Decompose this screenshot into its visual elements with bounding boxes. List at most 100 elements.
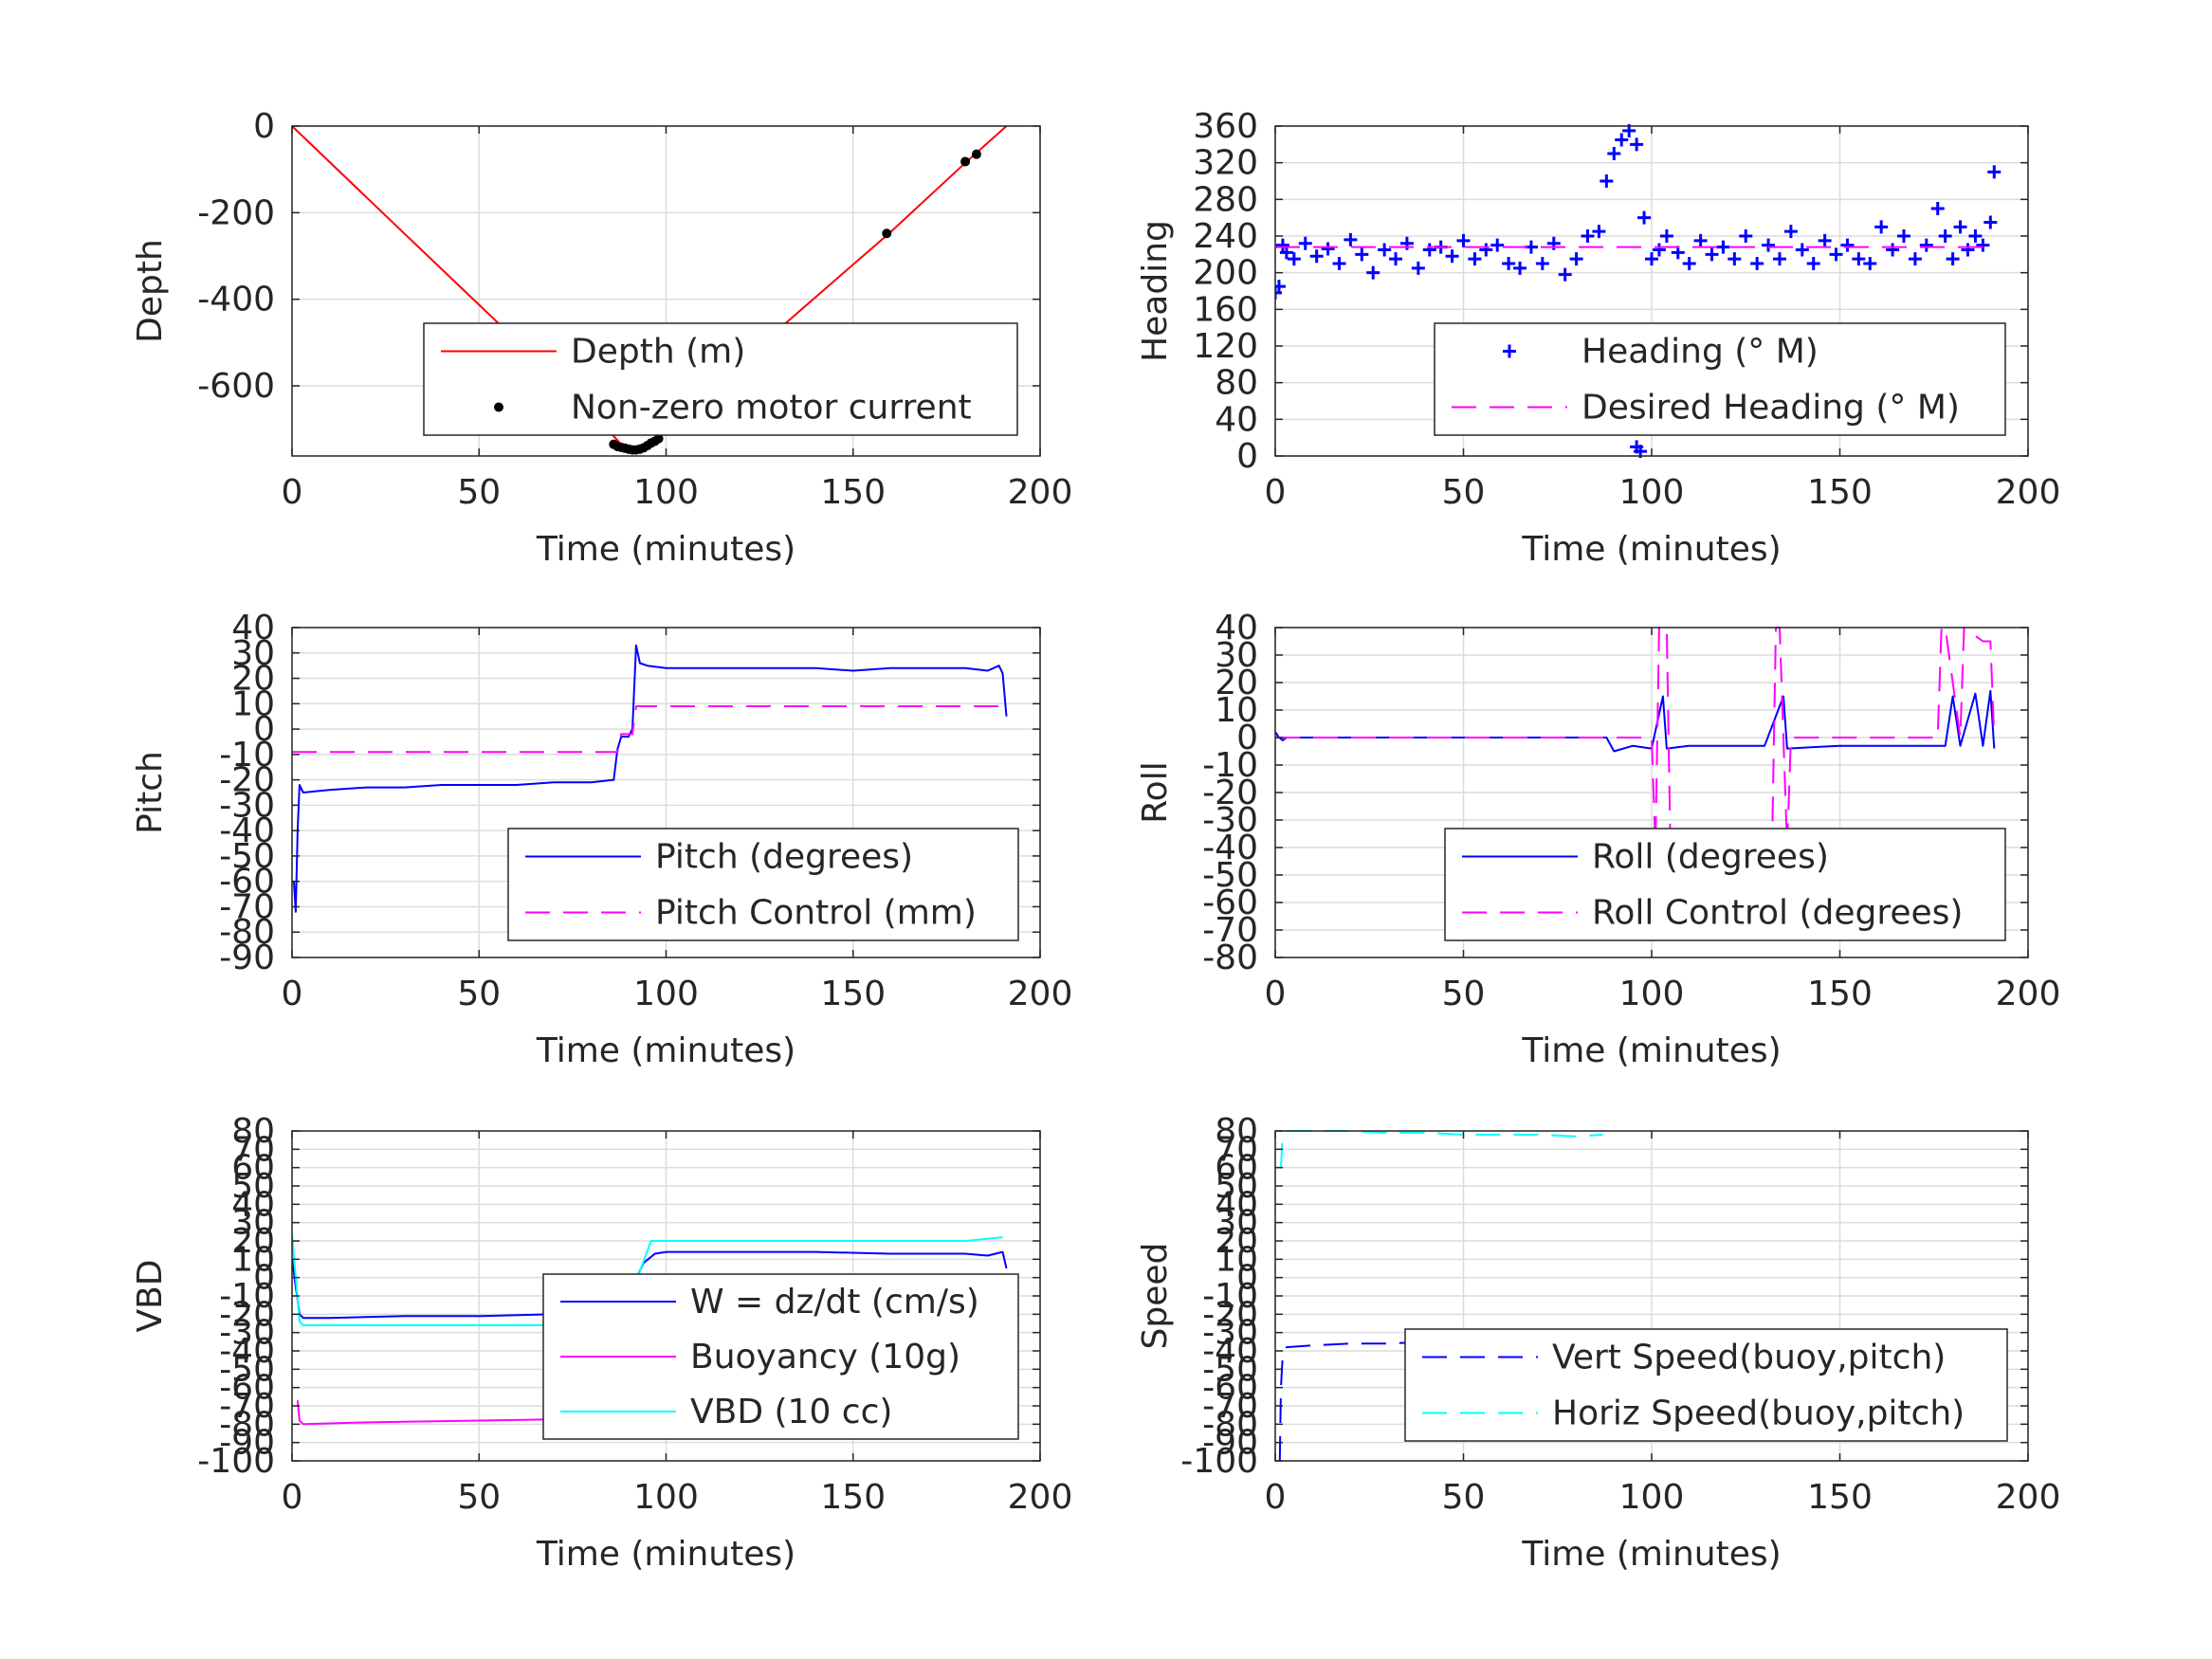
legend-label: Heading (° M) xyxy=(1581,333,1819,372)
data-point xyxy=(1953,220,1967,234)
legend-entry: Heading (° M) xyxy=(1503,333,1819,372)
legend: Roll (degrees) Roll Control (degrees) xyxy=(1444,828,2006,941)
legend-entry: Vert Speed(buoy,pitch) xyxy=(1422,1339,1946,1377)
legend-entry: Pitch (degrees) xyxy=(525,838,913,877)
legend-label: Depth (m) xyxy=(571,333,745,372)
x-tick-label: 0 xyxy=(282,1478,303,1517)
y-tick-label: 60 xyxy=(231,1149,275,1188)
x-axis-label: Time (minutes) xyxy=(536,1535,795,1574)
y-tick-label: -10 xyxy=(1202,1277,1258,1316)
data-point xyxy=(1513,261,1527,275)
x-axis-label: Time (minutes) xyxy=(1521,1031,1781,1070)
data-point xyxy=(1275,238,1289,252)
y-tick-label: 40 xyxy=(231,609,275,647)
x-tick-label: 0 xyxy=(1265,975,1287,1013)
y-tick-label: -10 xyxy=(219,736,275,775)
data-point xyxy=(1968,229,1983,243)
data-point xyxy=(1896,229,1910,243)
chart-roll: 0 50 100 150 200-80-70-60-50-40-30-20-100102… xyxy=(1136,609,2060,1070)
x-axis-label: Time (minutes) xyxy=(536,1031,795,1070)
x-tick-label: 150 xyxy=(820,1478,886,1517)
y-tick-label: -30 xyxy=(219,1314,275,1353)
y-axis-label: Roll xyxy=(1136,761,1175,823)
y-tick-label: -200 xyxy=(197,193,275,232)
chart-pitch: 0 50 100 150 200-90-80-70-60-50-40-30-20-100… xyxy=(131,609,1072,1070)
x-tick-label: 100 xyxy=(633,473,699,512)
y-tick-label: 10 xyxy=(231,1240,275,1279)
x-tick-label: 150 xyxy=(1807,473,1873,512)
y-tick-label: 0 xyxy=(253,1259,275,1298)
legend-swatch xyxy=(1503,344,1516,358)
data-point xyxy=(1938,229,1952,243)
y-tick-label: -50 xyxy=(1202,1350,1258,1389)
data-point xyxy=(1332,257,1346,270)
data-point xyxy=(1615,133,1629,147)
y-tick-label: 240 xyxy=(1193,217,1258,256)
x-tick-label: 150 xyxy=(820,473,886,512)
y-tick-label: -20 xyxy=(1202,774,1258,812)
x-tick-label: 200 xyxy=(1008,1478,1073,1517)
data-point xyxy=(1874,220,1889,234)
y-tick-label: -70 xyxy=(1202,1387,1258,1426)
y-tick-label: 30 xyxy=(231,1204,275,1243)
y-tick-label: 200 xyxy=(1193,254,1258,293)
x-tick-label: 0 xyxy=(282,473,303,512)
y-tick-label: 30 xyxy=(231,634,275,673)
y-tick-label: -80 xyxy=(219,913,275,952)
y-tick-label: 0 xyxy=(253,710,275,749)
data-point xyxy=(1600,174,1614,188)
y-tick-label: 20 xyxy=(231,660,275,699)
data-point xyxy=(1607,147,1621,160)
y-tick-label: -50 xyxy=(1202,856,1258,895)
y-tick-label: -100 xyxy=(1180,1442,1258,1481)
y-tick-label: -400 xyxy=(197,281,275,319)
y-tick-label: -100 xyxy=(197,1442,275,1481)
data-point xyxy=(1535,257,1549,270)
legend-box xyxy=(423,322,1018,436)
legend-entry: VBD (10 cc) xyxy=(560,1393,892,1431)
data-point xyxy=(1309,249,1324,264)
y-axis-label: VBD xyxy=(131,1259,170,1332)
legend-box xyxy=(1434,322,2006,436)
y-axis-label: Pitch xyxy=(131,751,170,834)
legend-label: VBD (10 cc) xyxy=(690,1393,892,1431)
legend: Depth (m) Non-zero motor current xyxy=(423,322,1018,436)
y-tick-label: -20 xyxy=(219,1295,275,1334)
y-tick-label: -70 xyxy=(219,887,275,926)
y-tick-label: -30 xyxy=(1202,801,1258,840)
y-tick-label: 60 xyxy=(1215,1149,1258,1188)
data-point xyxy=(1983,215,1998,229)
y-tick-label: 0 xyxy=(1236,719,1258,757)
data-point xyxy=(1671,246,1685,260)
legend-label: Roll Control (degrees) xyxy=(1592,894,1963,933)
y-tick-label: 70 xyxy=(231,1130,275,1169)
data-point xyxy=(1389,252,1403,266)
data-point xyxy=(1479,243,1493,257)
data-point xyxy=(1772,252,1786,266)
legend-entry: Non-zero motor current xyxy=(494,389,972,428)
y-tick-label: 40 xyxy=(231,1185,275,1224)
data-point xyxy=(1645,252,1658,266)
y-tick-label: 40 xyxy=(1215,609,1258,647)
y-tick-label: -80 xyxy=(1202,939,1258,977)
legend-entry: Desired Heading (° M) xyxy=(1452,389,1960,428)
y-axis-label: Heading xyxy=(1136,220,1175,362)
data-point xyxy=(971,149,981,159)
y-axis-label: Depth xyxy=(131,239,170,343)
x-tick-label: 100 xyxy=(1619,473,1685,512)
y-tick-label: -90 xyxy=(219,1424,275,1463)
y-tick-label: -60 xyxy=(1202,1369,1258,1408)
y-tick-label: 120 xyxy=(1193,327,1258,366)
y-tick-label: 320 xyxy=(1193,144,1258,183)
y-tick-label: -10 xyxy=(219,1277,275,1316)
y-tick-label: -10 xyxy=(1202,746,1258,785)
series-pitch-0-line xyxy=(293,644,1008,913)
data-point xyxy=(1739,229,1753,243)
chart-vbd: 0 50 100 150 200-100-90-80-70-60-50-40-30-20… xyxy=(131,1112,1072,1574)
data-point xyxy=(1659,229,1673,243)
y-tick-label: -60 xyxy=(219,863,275,902)
x-tick-label: 100 xyxy=(1619,975,1685,1013)
x-tick-label: 100 xyxy=(1619,1478,1685,1517)
y-tick-label: 0 xyxy=(253,107,275,146)
